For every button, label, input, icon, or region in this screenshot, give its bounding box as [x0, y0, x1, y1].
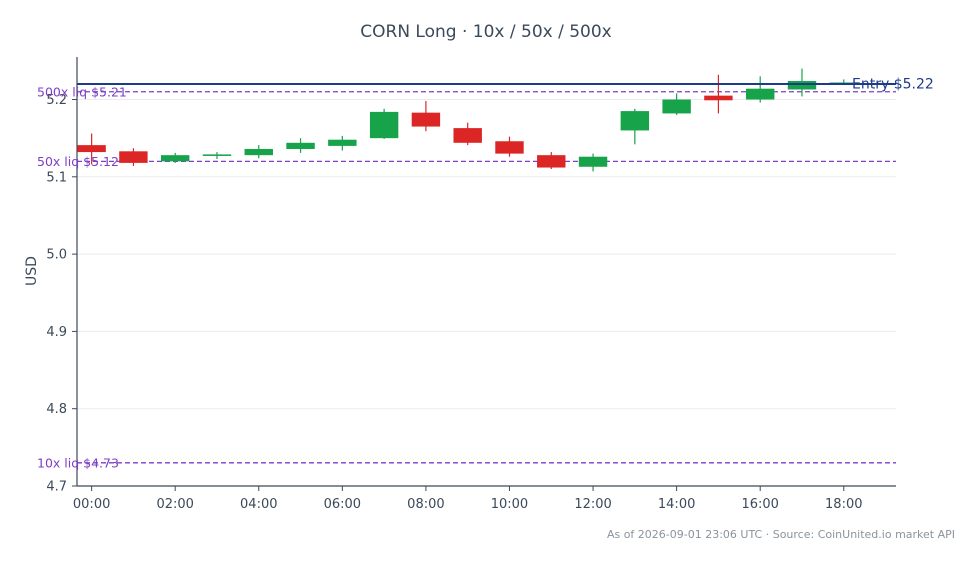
candle-body [578, 156, 608, 167]
candle-body [787, 80, 817, 90]
x-tick-label: 14:00 [658, 497, 695, 512]
candle [160, 152, 190, 163]
candle-body [537, 155, 566, 168]
candle [662, 93, 691, 115]
candle [495, 136, 524, 157]
entry-line-group: Entry $5.22 [77, 77, 934, 93]
x-tick-label: 16:00 [741, 497, 778, 512]
grid-lines [77, 99, 896, 487]
candle [369, 108, 399, 139]
liquidation-label: 10x liq $4.73 [37, 455, 119, 470]
liquidation-label: 50x liq $5.12 [37, 154, 119, 169]
y-tick-label: 5.2 [46, 93, 67, 108]
candle-body [244, 148, 273, 156]
candle-body [369, 111, 399, 139]
y-tick-label: 5.0 [46, 248, 67, 263]
x-tick-label: 00:00 [73, 497, 110, 512]
candle-body [160, 155, 190, 162]
x-tick-label: 10:00 [491, 497, 528, 512]
candle [77, 133, 106, 165]
candle-body [662, 99, 691, 114]
entry-label: Entry $5.22 [852, 77, 934, 93]
candle [787, 68, 817, 97]
y-tick-label: 4.7 [46, 480, 67, 495]
candle-body [119, 151, 148, 163]
chart-title: CORN Long · 10x / 50x / 500x [360, 22, 612, 42]
candle-body [328, 139, 357, 146]
candle [620, 108, 650, 145]
candle [244, 145, 273, 159]
y-tick-label: 4.9 [46, 325, 67, 340]
x-tick-label: 02:00 [156, 497, 193, 512]
candle [119, 148, 148, 166]
candle-body [411, 112, 441, 127]
x-tick-label: 12:00 [574, 497, 611, 512]
y-tick-label: 4.8 [46, 402, 67, 417]
candles [77, 68, 858, 172]
axes [76, 57, 896, 487]
candle-body [202, 154, 232, 156]
x-tick-label: 04:00 [240, 497, 277, 512]
candle-body [620, 111, 650, 131]
x-tick-label: 18:00 [825, 497, 862, 512]
candle-body [704, 95, 733, 101]
x-tick-label: 08:00 [407, 497, 444, 512]
liquidation-label: 500x liq $5.21 [37, 84, 127, 99]
candle-body [745, 88, 775, 100]
x-tick-label: 06:00 [324, 497, 361, 512]
y-tick-label: 5.1 [46, 170, 67, 185]
candle [286, 138, 315, 153]
y-axis-ticks: 4.7 4.8 4.9 5.0 5.1 5.2 [46, 93, 77, 495]
candle [537, 152, 566, 170]
candle-body [77, 145, 106, 153]
candle-body [453, 128, 482, 143]
footer-source: As of 2026-09-01 23:06 UTC · Source: Coi… [607, 528, 955, 541]
candle-body [495, 141, 524, 154]
candle-body [286, 142, 315, 149]
candle [202, 152, 232, 160]
candle [745, 76, 775, 103]
candle [411, 101, 441, 132]
candle [453, 122, 482, 146]
candle [578, 153, 608, 172]
candle [328, 135, 357, 151]
candle [704, 74, 733, 114]
y-axis-label: USD [24, 256, 40, 286]
x-axis-ticks: 00:00 02:00 04:00 06:00 08:00 10:00 12:00 14:00… [73, 486, 863, 512]
